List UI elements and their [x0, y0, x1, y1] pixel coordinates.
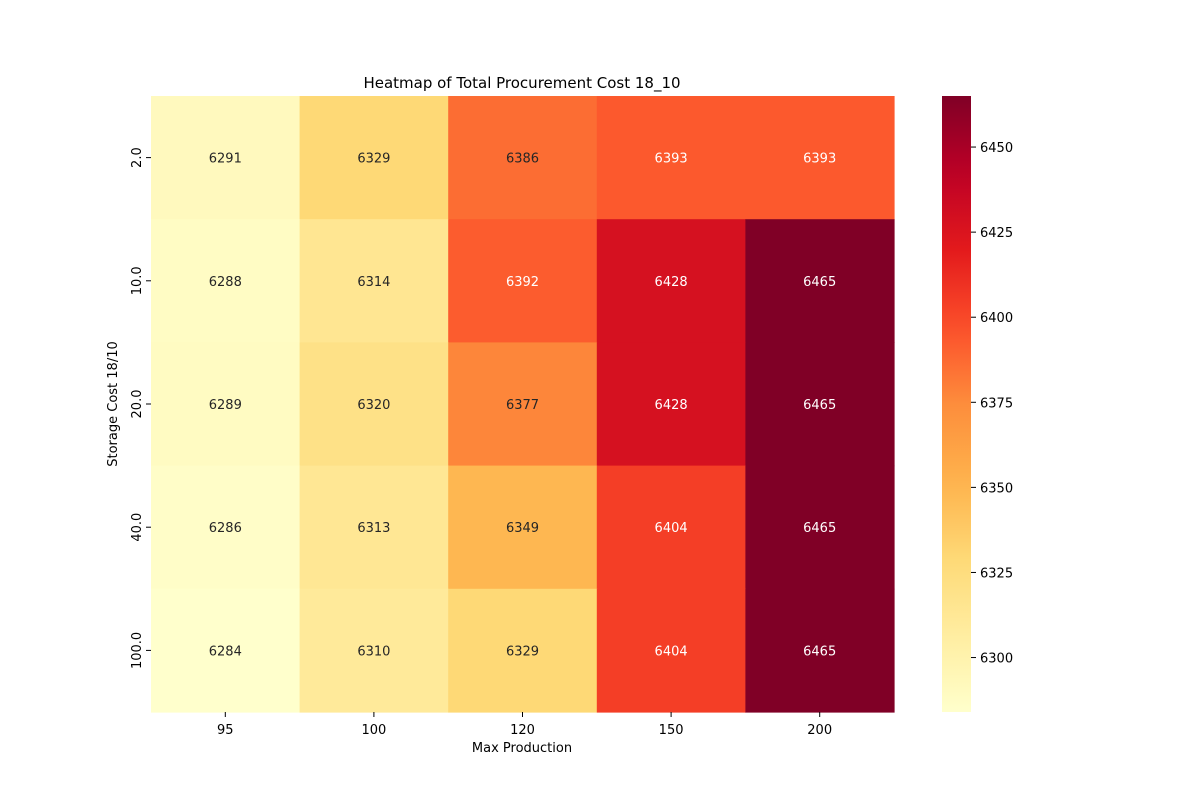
cell-value-label: 6404: [655, 644, 688, 659]
cell-value-label: 6465: [803, 398, 836, 413]
cell-value-label: 6288: [209, 275, 242, 290]
heatmap-cell: [596, 588, 746, 713]
cell-value-label: 6465: [803, 521, 836, 536]
y-axis-label: Storage Cost 18/10: [106, 341, 121, 467]
cell-value-label: 6329: [357, 152, 390, 167]
cell-value-label: 6286: [209, 521, 242, 536]
heatmap-cell: [745, 96, 895, 220]
heatmap-cell: [299, 219, 449, 343]
heatmap-cell: [299, 96, 449, 220]
colorbar-tick-label: 6450: [980, 141, 1013, 156]
heatmap-cell: [151, 219, 301, 343]
cell-value-label: 6465: [803, 644, 836, 659]
cell-value-label: 6386: [506, 152, 539, 167]
cell-value-label: 6404: [655, 521, 688, 536]
heatmap-cell: [596, 465, 746, 590]
heatmap-cell: [745, 342, 895, 467]
heatmap-cell: [151, 588, 301, 713]
heatmap-cell: [745, 465, 895, 590]
y-tick-label: 2.0: [130, 147, 145, 168]
cell-value-label: 6377: [506, 398, 539, 413]
heatmap-cell: [448, 219, 598, 343]
cell-value-label: 6310: [357, 644, 390, 659]
x-tick-label: 100: [361, 723, 386, 738]
x-tick-label: 120: [510, 723, 535, 738]
heatmap-cell: [299, 465, 449, 590]
heatmap-cell: [151, 342, 301, 467]
heatmap-cell: [151, 465, 301, 590]
heatmap-cell: [596, 96, 746, 220]
heatmap-cells: 6291 6329 6386 6393 6393 6288 6314 6392 6428 6465…: [151, 96, 895, 713]
heatmap-cell: [596, 342, 746, 467]
x-tick-label: 95: [217, 723, 234, 738]
heatmap-cell: [745, 219, 895, 343]
heatmap-cell: [448, 342, 598, 467]
cell-value-label: 6392: [506, 275, 539, 290]
x-axis-label: Max Production: [472, 741, 572, 756]
cell-value-label: 6289: [209, 398, 242, 413]
colorbar-tick-label: 6375: [980, 396, 1013, 411]
cell-value-label: 6465: [803, 275, 836, 290]
cell-value-label: 6428: [655, 275, 688, 290]
colorbar: [942, 96, 971, 712]
heatmap-cell: [745, 588, 895, 713]
y-tick-label: 40.0: [130, 513, 145, 542]
heatmap-cell: [596, 219, 746, 343]
x-axis-ticks: 95 100 120 150 200: [217, 712, 832, 738]
colorbar-tick-label: 6325: [980, 566, 1013, 581]
heatmap-cell: [448, 465, 598, 590]
cell-value-label: 6291: [209, 152, 242, 167]
colorbar-ticks: 6300 6325 6350 6375 6400 6425 6450: [971, 141, 1013, 667]
y-tick-label: 20.0: [130, 390, 145, 419]
cell-value-label: 6349: [506, 521, 539, 536]
heatmap-cell: [299, 588, 449, 713]
heatmap-cell: [448, 588, 598, 713]
cell-value-label: 6393: [803, 152, 836, 167]
y-tick-label: 100.0: [130, 632, 145, 669]
y-tick-label: 10.0: [130, 266, 145, 295]
heatmap-cell: [299, 342, 449, 467]
chart-title: Heatmap of Total Procurement Cost 18_10: [363, 74, 680, 93]
heatmap-cell: [448, 96, 598, 220]
cell-value-label: 6329: [506, 644, 539, 659]
cell-value-label: 6393: [655, 152, 688, 167]
y-axis-ticks: 2.0 10.0 20.0 40.0 100.0: [130, 147, 151, 669]
colorbar-tick-label: 6400: [980, 311, 1013, 326]
cell-value-label: 6284: [209, 644, 242, 659]
colorbar-tick-label: 6350: [980, 481, 1013, 496]
cell-value-label: 6314: [357, 275, 390, 290]
x-tick-label: 150: [659, 723, 684, 738]
cell-value-label: 6428: [655, 398, 688, 413]
cell-value-label: 6320: [357, 398, 390, 413]
colorbar-tick-label: 6425: [980, 226, 1013, 241]
colorbar-tick-label: 6300: [980, 652, 1013, 667]
cell-value-label: 6313: [357, 521, 390, 536]
x-tick-label: 200: [807, 723, 832, 738]
heatmap-cell: [151, 96, 301, 220]
